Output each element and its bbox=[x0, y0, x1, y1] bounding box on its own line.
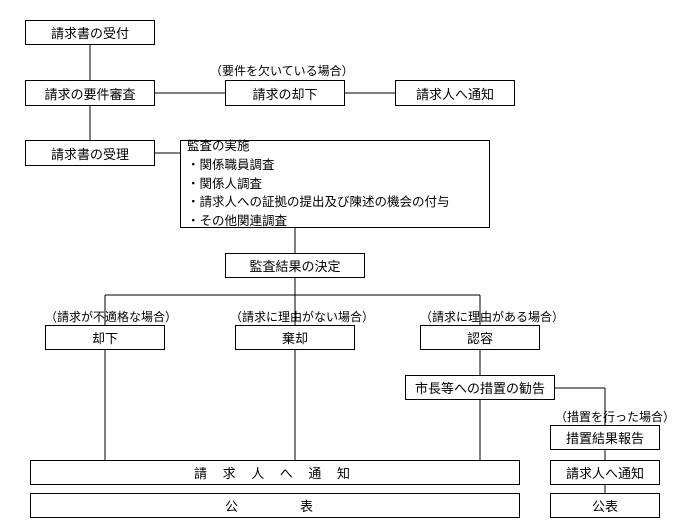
node-notify-1: 請求人へ通知 bbox=[395, 80, 515, 106]
label: 請求書の受付 bbox=[51, 23, 129, 42]
label: 却下 bbox=[92, 328, 118, 347]
label: 措置結果報告 bbox=[566, 428, 644, 447]
label: 請求人へ通知 bbox=[566, 463, 644, 482]
node-requirement-review: 請求の要件審査 bbox=[25, 80, 155, 106]
node-audit-impl: 監査の実施・関係職員調査・関係人調査・請求人への証拠の提出及び陳述の機会の付与・… bbox=[180, 140, 490, 228]
label: 公 表 bbox=[225, 496, 325, 515]
node-notify-2: 請求人へ通知 bbox=[550, 460, 660, 485]
node-acceptance-merit: 認容 bbox=[420, 325, 540, 350]
node-publish-2: 公表 bbox=[550, 493, 660, 518]
node-notify-wide: 請 求 人 へ 通 知 bbox=[30, 460, 520, 485]
label: 監査の実施・関係職員調査・関係人調査・請求人への証拠の提出及び陳述の機会の付与・… bbox=[187, 137, 450, 231]
note-lacking-req: （要件を欠いている場合） bbox=[210, 62, 354, 79]
label: 請求の却下 bbox=[252, 84, 317, 103]
note-measure: （措置を行った場合） bbox=[555, 408, 675, 425]
label: 公表 bbox=[592, 496, 618, 515]
node-receipt: 請求書の受付 bbox=[25, 20, 155, 45]
label: 市長等への措置の勧告 bbox=[415, 378, 545, 397]
node-measure-report: 措置結果報告 bbox=[550, 425, 660, 450]
node-recommendation: 市長等への措置の勧告 bbox=[405, 375, 555, 400]
node-audit-result: 監査結果の決定 bbox=[225, 253, 365, 278]
node-rejection: 却下 bbox=[45, 325, 165, 350]
node-dismissal: 棄却 bbox=[235, 325, 355, 350]
node-publish-wide: 公 表 bbox=[30, 493, 520, 518]
node-acceptance: 請求書の受理 bbox=[25, 140, 155, 166]
label: 請 求 人 へ 通 知 bbox=[194, 463, 356, 482]
label: 請求人へ通知 bbox=[416, 84, 494, 103]
note-b1: （請求が不適格な場合） bbox=[45, 308, 177, 325]
label: 請求書の受理 bbox=[51, 144, 129, 163]
label: 請求の要件審査 bbox=[44, 84, 135, 103]
label: 認容 bbox=[467, 328, 493, 347]
node-dismiss-request: 請求の却下 bbox=[225, 80, 345, 106]
note-b2: （請求に理由がない場合） bbox=[230, 308, 374, 325]
label: 棄却 bbox=[282, 328, 308, 347]
note-b3: （請求に理由がある場合） bbox=[420, 308, 564, 325]
label: 監査結果の決定 bbox=[249, 256, 340, 275]
